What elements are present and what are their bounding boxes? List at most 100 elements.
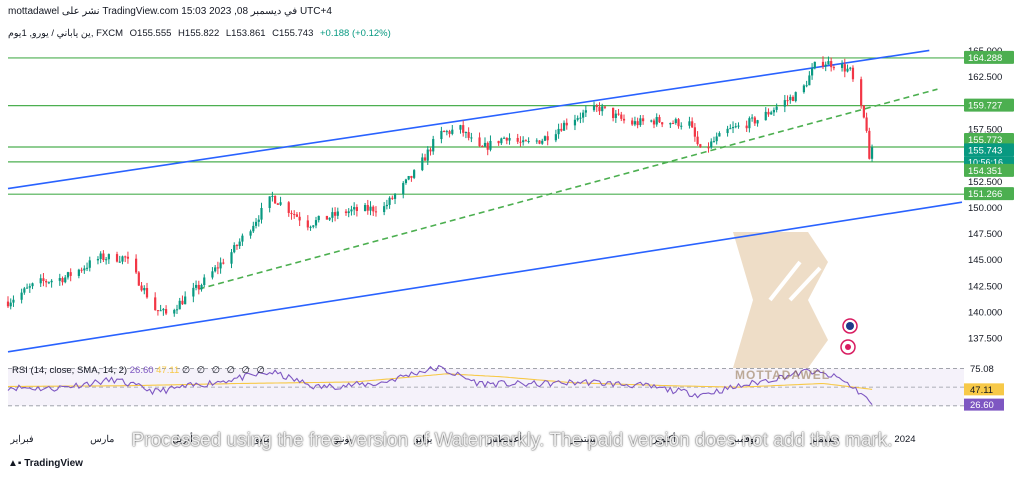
open-value: O155.555 (129, 28, 172, 39)
time-label: نوفمبر (731, 434, 758, 445)
price-tick-label: 162.500 (968, 72, 1002, 83)
candle-body (314, 220, 318, 226)
candle-body (745, 125, 748, 129)
candle-body (810, 68, 814, 76)
candle-body (12, 299, 15, 303)
level-badge-label: 164.288 (968, 53, 1002, 64)
candle-body (658, 117, 661, 123)
symbol-title[interactable]: ين ياباني / يورو, 1يوم, FXCM (8, 28, 124, 39)
candle-body (851, 67, 855, 80)
candle-body (582, 112, 585, 118)
candle-body (500, 138, 503, 144)
candle-body (293, 214, 296, 216)
candle-body (45, 280, 48, 283)
candle-body (402, 183, 405, 195)
price-tick-label: 152.500 (968, 177, 1002, 188)
candle-body (794, 92, 797, 102)
candle-body (737, 125, 740, 127)
candle-body (353, 207, 356, 210)
candle-body (287, 202, 290, 213)
candle-body (622, 118, 626, 121)
candle-body (423, 157, 427, 161)
candle-body (655, 117, 658, 125)
time-axis[interactable]: فبراير مارس أبريل مايو يونيو يوليو أغسطس سبتمبر… (9, 432, 915, 445)
candle-body (347, 211, 350, 214)
candle-body (734, 126, 737, 128)
candle-body (661, 122, 664, 125)
candle-body (767, 111, 770, 115)
time-label: 2024 (894, 434, 915, 445)
candle-body (584, 110, 587, 113)
candle-body (783, 100, 786, 107)
candle-body (519, 141, 522, 143)
candle-body (83, 268, 86, 271)
side-icons[interactable] (840, 318, 858, 355)
time-label: ديسمبر (809, 434, 839, 445)
candle-body (105, 259, 108, 261)
candle-body (598, 107, 601, 112)
candle-body (47, 282, 50, 284)
price-pane (6, 49, 964, 353)
candle-body (238, 241, 241, 247)
candle-body (58, 278, 61, 281)
candle-body (576, 118, 579, 120)
candle-body (350, 209, 353, 212)
candle-body (410, 175, 413, 178)
candle-body (50, 280, 53, 283)
candle-body (445, 131, 448, 133)
candle-body (363, 205, 367, 211)
candle-body (459, 125, 462, 130)
candle-body (140, 285, 143, 291)
candle-body (9, 302, 12, 307)
candle-body (295, 214, 299, 217)
candle-body (707, 147, 710, 149)
candle-body (650, 120, 653, 122)
price-axis[interactable]: 165.000162.500157.500152.500150.000147.5… (964, 46, 1014, 345)
candle-body (421, 157, 424, 171)
tradingview-logo[interactable]: ▲▪ TradingView (8, 458, 83, 469)
candle-body (317, 215, 320, 221)
candle-body (372, 206, 375, 212)
rsi-title[interactable]: RSI (14, close, SMA, 14, 2) (12, 365, 128, 376)
candle-body (333, 212, 337, 216)
rsi-legend[interactable]: RSI (14, close, SMA, 14, 2) 26.60 47.11 … (12, 365, 267, 376)
level-badge (964, 50, 1014, 64)
candle-body (753, 117, 756, 124)
candle-body (257, 219, 260, 222)
mid-trend-line (198, 88, 938, 290)
candle-body (85, 267, 89, 269)
candle-body (99, 253, 102, 260)
candle-body (64, 277, 67, 283)
candle-body (184, 296, 187, 305)
candle-body (216, 267, 219, 269)
candle-body (126, 256, 130, 259)
candle-body (374, 211, 378, 213)
candle-body (429, 149, 432, 152)
level-badge-label: 155.773 (968, 135, 1002, 146)
candle-body (344, 211, 348, 214)
candle-body (751, 117, 754, 119)
alert-icon-inner (845, 344, 851, 350)
candle-body (143, 287, 146, 291)
candle-body (557, 128, 560, 135)
level-badge (964, 163, 1014, 177)
rsi-badge-label: 26.60 (970, 400, 994, 411)
channel-lower-line (7, 201, 963, 353)
price-tick-label: 142.500 (968, 281, 1002, 292)
candle-body (440, 130, 443, 140)
candle-body (617, 113, 620, 115)
rsi-legend-value: 26.60 (129, 365, 154, 376)
candle-body (669, 123, 672, 125)
level-badge (964, 133, 1014, 147)
candle-body (156, 310, 160, 312)
symbol-ohlc-legend[interactable]: ين ياباني / يورو, 1يوم, FXCM O155.555 H1… (8, 28, 395, 39)
candle-body (385, 204, 388, 207)
candle-body (791, 96, 795, 102)
candle-body (870, 147, 874, 159)
candle-body (516, 137, 519, 142)
candle-body (107, 254, 110, 260)
candle-body (671, 123, 675, 125)
candle-body (712, 141, 716, 143)
